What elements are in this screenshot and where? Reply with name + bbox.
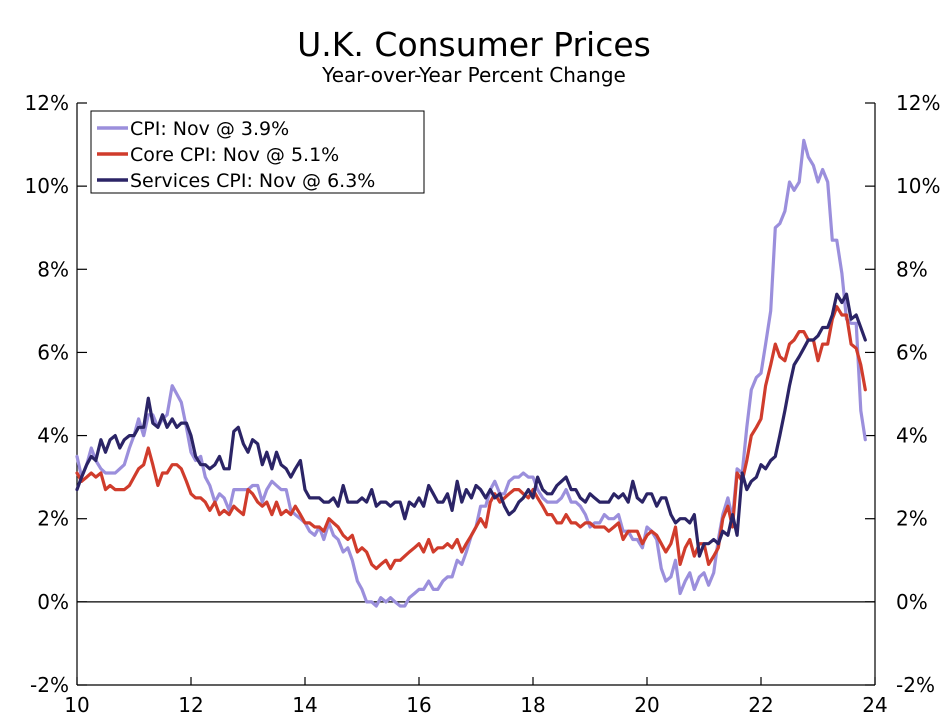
x-tick-label: 22	[748, 693, 773, 717]
legend-label-1: Core CPI: Nov @ 5.1%	[130, 144, 339, 166]
y-tick-label-left: 6%	[37, 340, 69, 364]
x-tick-label: 10	[64, 693, 89, 717]
x-tick-label: 12	[178, 693, 203, 717]
y-tick-label-right: 8%	[896, 257, 928, 281]
chart-title: U.K. Consumer Prices	[297, 25, 651, 64]
x-tick-label: 14	[292, 693, 317, 717]
y-tick-label-left: 2%	[37, 507, 69, 531]
chart-subtitle: Year-over-Year Percent Change	[321, 63, 626, 87]
y-tick-label-left: 8%	[37, 257, 69, 281]
axes: -2% -2% 0% 0% 2% 2% 4% 4% 6% 6% 8% 8% 10% 10% 12% 12% 10…	[25, 91, 941, 717]
legend-label-2: Services CPI: Nov @ 6.3%	[130, 170, 375, 192]
x-tick-label: 24	[862, 693, 887, 717]
y-tick-label-left: 0%	[37, 590, 69, 614]
y-tick-label-right: 6%	[896, 340, 928, 364]
y-tick-label-left: -2%	[30, 673, 69, 697]
series-line-2	[75, 292, 867, 558]
y-tick-label-right: 12%	[896, 91, 940, 115]
y-tick-label-right: -2%	[896, 673, 935, 697]
legend: CPI: Nov @ 3.9% Core CPI: Nov @ 5.1% Servi…	[90, 110, 425, 194]
x-tick-label: 18	[520, 693, 545, 717]
x-tick-label: 16	[406, 693, 431, 717]
legend-box	[90, 110, 425, 194]
legend-label-0: CPI: Nov @ 3.9%	[130, 118, 289, 140]
series-line-1	[75, 305, 867, 571]
y-tick-label-left: 4%	[37, 424, 69, 448]
y-tick-label-right: 2%	[896, 507, 928, 531]
series-layer	[75, 138, 867, 608]
x-tick-label: 20	[634, 693, 659, 717]
y-tick-label-left: 10%	[25, 174, 69, 198]
y-tick-label-left: 12%	[25, 91, 69, 115]
y-tick-label-right: 4%	[896, 424, 928, 448]
y-tick-label-right: 10%	[896, 174, 940, 198]
y-tick-label-right: 0%	[896, 590, 928, 614]
